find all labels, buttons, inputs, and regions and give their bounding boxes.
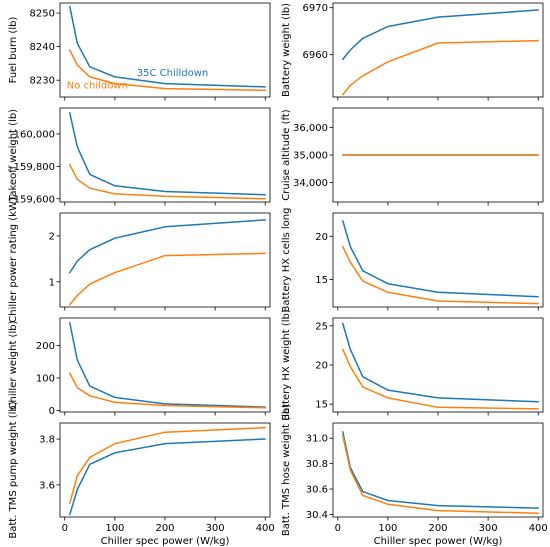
y-tick-label: 8230: [30, 76, 55, 87]
y-tick-label: 31.0: [306, 434, 328, 445]
y-tick-label: 0: [49, 406, 55, 417]
subplot-1: 8230 8240 8250 Fuel burn (lb) 35C Chilldown N…: [8, 2, 271, 101]
subplot-9: 3.6 3.8 0 100 200 300 400 Batt. TMS pump weight…: [8, 401, 275, 547]
subplot-7: 0 100 200 Chiller weight (lb): [8, 317, 271, 417]
series-line-chilldown: [342, 431, 539, 509]
subplot-10: 30.4 30.6 30.8 31.0 0 100 200 300 400 Batt. TMS h…: [281, 404, 548, 547]
axes-frame: [59, 422, 271, 518]
y-tick-label: 160,000: [14, 129, 55, 140]
series-line-no-childown: [342, 348, 539, 410]
x-tick-label: 400: [256, 523, 275, 534]
subplot-8: 15 20 25 Battery HX weight (lb): [281, 309, 544, 421]
y-tick-label: 35,000: [293, 151, 328, 162]
axes-frame: [332, 422, 544, 518]
y-tick-label: 2: [49, 231, 55, 242]
series-annotation: 35C Chilldown: [137, 68, 209, 79]
y-tick-label: 20: [315, 232, 328, 243]
series-line-no-childown: [69, 426, 266, 504]
y-tick-label: 159,600: [14, 194, 55, 205]
y-axis-label: Batt. TMS pump weight (lb): [8, 401, 19, 538]
y-tick-label: 159,800: [14, 162, 55, 173]
y-axis-label: Battery HX weight (lb): [281, 309, 292, 421]
series-line-chilldown: [69, 219, 266, 274]
y-axis-label: Chiller weight (lb): [8, 320, 19, 409]
subplot-5: 1 2 Chiller power rating (kW): [8, 197, 271, 323]
y-axis-label: Cruise altitude (ft): [281, 109, 292, 200]
y-tick-label: 30.8: [306, 459, 328, 470]
x-tick-label: 100: [378, 523, 397, 534]
subplot-2: 6960 6970 Battery weight (lb): [281, 2, 544, 101]
y-axis-label: Chiller power rating (kW): [8, 197, 19, 323]
y-tick-label: 30.4: [306, 510, 328, 521]
series-line-no-childown: [342, 245, 539, 305]
y-tick-label: 30.6: [306, 485, 328, 496]
y-axis-label: Battery weight (lb): [281, 3, 292, 97]
y-tick-label: 3.6: [39, 480, 55, 491]
series-line-chilldown: [342, 9, 539, 61]
y-axis-label: Battery HX cells long: [281, 208, 292, 313]
x-tick-label: 300: [479, 523, 498, 534]
series-line-no-childown: [342, 434, 539, 514]
series-line-no-childown: [69, 163, 266, 200]
x-tick-label: 400: [529, 523, 548, 534]
x-tick-label: 100: [105, 523, 124, 534]
series-line-no-childown: [69, 252, 266, 306]
x-tick-label: 200: [428, 523, 447, 534]
series-line-chilldown: [69, 438, 266, 516]
series-annotation: No childown: [67, 81, 128, 92]
y-tick-label: 34,000: [293, 178, 328, 189]
series-line-no-childown: [69, 372, 266, 409]
series-line-no-childown: [342, 39, 539, 96]
x-tick-label: 200: [155, 523, 174, 534]
x-tick-label: 0: [62, 523, 68, 534]
y-tick-label: 6960: [303, 50, 328, 61]
y-tick-label: 1: [49, 277, 55, 288]
series-line-chilldown: [342, 322, 539, 403]
y-tick-label: 20: [315, 361, 328, 372]
subplot-6: 15 20 Battery HX cells long: [281, 208, 544, 313]
y-tick-label: 15: [315, 275, 328, 286]
y-tick-label: 25: [315, 321, 328, 332]
y-tick-label: 3.8: [39, 435, 55, 446]
series-line-no-childown: [69, 49, 266, 92]
x-axis-label: Chiller spec power (W/kg): [374, 536, 503, 547]
y-axis-label: Takeoff weight (lb): [8, 109, 19, 202]
y-axis-label: Fuel burn (lb): [8, 17, 19, 84]
y-tick-label: 200: [36, 341, 55, 352]
x-tick-label: 300: [206, 523, 225, 534]
y-tick-label: 8250: [30, 9, 55, 20]
axes-frame: [59, 317, 271, 413]
series-line-chilldown: [69, 5, 266, 88]
x-axis-label: Chiller spec power (W/kg): [101, 536, 230, 547]
y-tick-label: 8240: [30, 42, 55, 53]
series-line-chilldown: [342, 220, 539, 298]
x-tick-label: 0: [335, 523, 341, 534]
y-tick-label: 15: [315, 400, 328, 411]
y-axis-label: Batt. TMS hose weight (lb): [281, 404, 292, 536]
series-line-chilldown: [69, 112, 266, 196]
y-tick-label: 100: [36, 373, 55, 384]
series-line-chilldown: [69, 322, 266, 408]
y-tick-label: 36,000: [293, 123, 328, 134]
y-tick-label: 6970: [303, 3, 328, 14]
